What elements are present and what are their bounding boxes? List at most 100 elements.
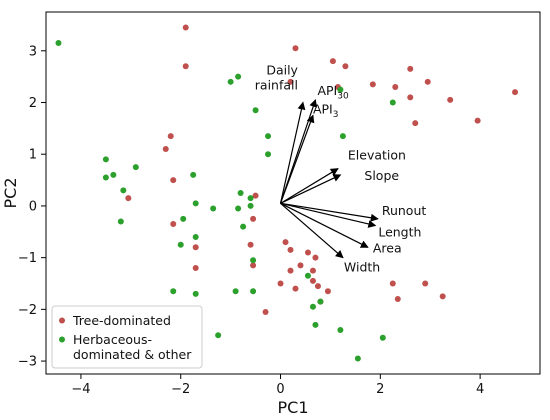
y-tick-label: 1 <box>29 148 37 163</box>
data-point <box>412 120 419 127</box>
data-point <box>235 205 242 212</box>
data-point <box>297 262 304 269</box>
data-point <box>324 288 331 295</box>
y-tick-label: −2 <box>18 303 37 318</box>
series-herbaceous-dominated <box>55 40 396 362</box>
data-point <box>379 334 386 341</box>
y-tick-label: −3 <box>18 355 37 370</box>
data-point <box>182 24 189 31</box>
data-point <box>192 290 199 297</box>
data-point <box>309 303 316 310</box>
data-point <box>337 327 344 334</box>
arrow-label-base: API <box>317 83 337 98</box>
data-point <box>424 78 431 85</box>
data-point <box>312 254 319 261</box>
data-point <box>192 244 199 251</box>
x-axis-label: PC1 <box>278 398 309 417</box>
data-point <box>392 83 399 90</box>
legend: Tree-dominated Herbaceous-dominated & oth… <box>51 305 203 369</box>
data-point <box>252 107 259 114</box>
data-point <box>125 195 132 202</box>
data-point <box>287 267 294 274</box>
legend-label: Herbaceous- <box>73 332 152 347</box>
loading-arrow <box>280 202 377 228</box>
data-point <box>312 321 319 328</box>
data-point <box>292 45 299 52</box>
arrow-label-subscript: 30 <box>337 91 349 101</box>
data-point <box>309 277 316 284</box>
data-point <box>237 190 244 196</box>
arrow-label: API3 <box>313 101 339 120</box>
data-point <box>215 332 222 339</box>
axis-ticks: −4 −2 0 2 4 −3 −2 −1 0 1 2 3 <box>18 44 484 397</box>
data-point <box>170 221 177 228</box>
data-point <box>354 355 361 362</box>
data-point <box>162 146 169 153</box>
data-point <box>192 264 199 271</box>
data-point <box>474 117 481 124</box>
data-point <box>250 257 257 264</box>
data-point <box>314 283 321 290</box>
y-tick-label: 0 <box>29 199 37 214</box>
data-point <box>170 288 177 295</box>
data-point <box>439 293 446 300</box>
data-point <box>407 65 414 72</box>
data-point <box>287 78 294 85</box>
data-point <box>292 285 299 292</box>
data-point <box>192 233 199 240</box>
arrow-label: Elevation <box>348 148 406 163</box>
data-point <box>232 288 239 295</box>
data-point <box>250 215 257 222</box>
loading-arrow <box>280 202 369 248</box>
legend-label: dominated & other <box>73 347 192 362</box>
data-point <box>339 133 346 140</box>
arrow-label: Runout <box>382 203 427 218</box>
data-point <box>252 192 259 199</box>
x-tick-label: 0 <box>276 382 284 397</box>
data-point <box>329 58 336 65</box>
y-tick-label: 2 <box>29 96 37 111</box>
data-point <box>262 308 269 315</box>
x-tick-label: −2 <box>171 382 190 397</box>
data-point <box>304 272 311 279</box>
data-point <box>265 151 272 158</box>
data-point <box>117 218 124 225</box>
data-point <box>282 239 289 246</box>
data-point <box>192 200 199 207</box>
x-tick-label: 4 <box>476 382 484 397</box>
arrow-label: Daily <box>266 63 298 78</box>
data-point <box>180 215 187 222</box>
data-point <box>247 202 254 209</box>
data-point <box>342 63 349 70</box>
loading-arrow <box>280 202 344 259</box>
data-point <box>210 205 217 212</box>
data-point <box>309 267 316 274</box>
loading-arrow <box>280 202 379 222</box>
loading-arrow <box>280 174 342 204</box>
data-point <box>287 246 294 253</box>
data-point <box>102 156 109 163</box>
data-point <box>447 96 454 103</box>
arrow-label: rainfall <box>255 78 298 93</box>
data-point <box>250 288 257 295</box>
data-point <box>389 99 396 106</box>
data-point <box>247 195 254 202</box>
points-layer <box>55 24 519 362</box>
arrow-label: Area <box>373 240 402 255</box>
data-point <box>110 171 117 178</box>
arrow-label-subscript: 3 <box>333 110 339 120</box>
data-point <box>240 223 247 230</box>
legend-marker <box>59 317 65 324</box>
arrow-label: API30 <box>317 83 349 102</box>
data-point <box>407 94 414 101</box>
arrow-label: Length <box>378 225 421 240</box>
data-point <box>394 296 401 303</box>
loading-arrow <box>280 168 339 204</box>
data-point <box>389 280 396 287</box>
arrow-label: Slope <box>364 168 399 183</box>
legend-label: Tree-dominated <box>72 313 171 328</box>
data-point <box>182 63 189 70</box>
data-point <box>247 241 254 248</box>
